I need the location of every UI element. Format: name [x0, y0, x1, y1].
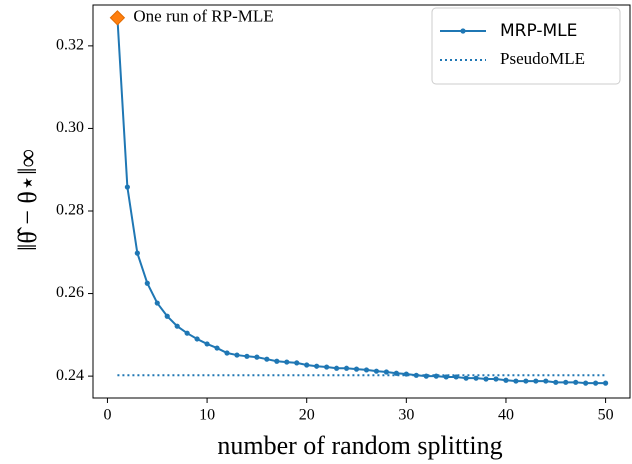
data-point [483, 376, 489, 382]
data-point [304, 362, 310, 368]
annotation-text: One run of RP-MLE [133, 7, 273, 26]
y-tick-label: 0.30 [56, 119, 84, 136]
data-point [194, 336, 200, 342]
data-point [543, 378, 549, 384]
data-point [184, 330, 190, 336]
data-point [573, 379, 579, 385]
data-point [294, 360, 300, 366]
data-point [284, 359, 290, 365]
data-point [523, 378, 529, 384]
x-tick-label: 50 [598, 407, 614, 424]
x-tick-label: 40 [498, 407, 514, 424]
data-point [224, 350, 230, 356]
data-point [144, 280, 150, 286]
data-point [353, 366, 360, 372]
data-point [513, 378, 519, 384]
data-point [383, 369, 390, 375]
x-tick-label: 30 [398, 407, 414, 424]
data-point [164, 313, 170, 319]
data-point [314, 363, 320, 369]
data-point [134, 250, 140, 256]
legend-marker [460, 28, 466, 34]
y-axis-label: ‖θ̂ − θ⋆‖∞ [13, 149, 42, 251]
data-point [503, 377, 509, 383]
data-point [124, 184, 130, 190]
x-tick-label: 10 [199, 407, 215, 424]
data-point [493, 376, 499, 382]
data-point [583, 380, 589, 386]
y-tick-label: 0.24 [56, 367, 84, 384]
data-point [204, 341, 210, 347]
data-point [333, 365, 340, 371]
x-tick-label: 20 [299, 407, 315, 424]
y-tick-label: 0.26 [56, 284, 84, 301]
plot-frame [92, 4, 631, 399]
x-axis-label: number of random splitting [217, 431, 502, 460]
x-tick-label: 0 [103, 407, 111, 424]
data-point [234, 352, 240, 358]
data-point [324, 364, 330, 370]
data-point [373, 368, 380, 374]
y-tick-label: 0.32 [56, 37, 84, 54]
data-point [154, 300, 160, 306]
data-point [343, 365, 350, 371]
data-point [593, 380, 599, 386]
data-point [254, 354, 260, 360]
data-point [264, 356, 270, 362]
legend-label: MRP-MLE [500, 21, 577, 41]
data-point [174, 323, 180, 329]
data-point [274, 358, 280, 364]
data-point [563, 379, 569, 385]
legend-box [431, 7, 621, 85]
data-point [463, 375, 469, 381]
data-point [363, 367, 370, 373]
data-point [413, 372, 419, 378]
data-point [244, 353, 250, 359]
data-point [602, 380, 609, 386]
legend-label: PseudoMLE [500, 49, 585, 68]
y-tick-label: 0.28 [56, 202, 84, 219]
data-point [553, 379, 559, 385]
data-point [214, 345, 220, 351]
data-point [533, 378, 539, 384]
annotation-marker [109, 10, 126, 26]
legend: MRP-MLE PseudoMLE [431, 7, 621, 85]
data-point [473, 375, 479, 381]
